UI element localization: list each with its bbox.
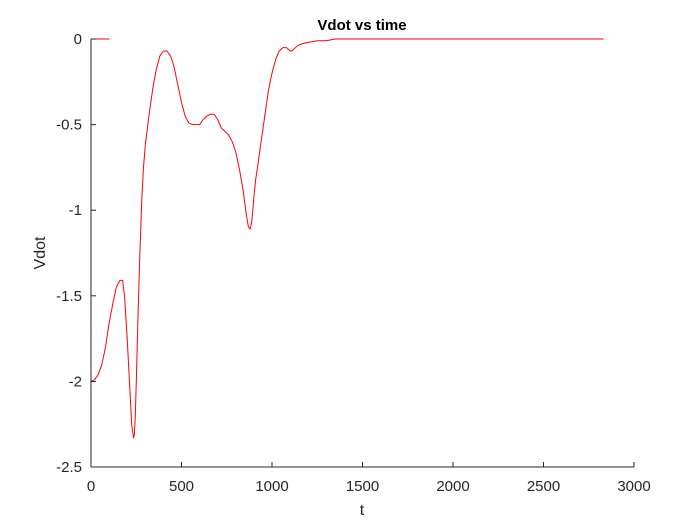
x-tick-label: 2000 (436, 478, 469, 495)
y-tick-label: -2.5 (56, 459, 82, 476)
x-tick-label: 500 (169, 478, 194, 495)
axes-layer: 0 500 1000 1500 2000 2500 3000 -2.5 -2 -1.5 -1 -0.5… (56, 31, 651, 495)
x-tick-label: 1500 (346, 478, 379, 495)
chart-title: Vdot vs time (317, 17, 406, 34)
y-tick-label: -0.5 (56, 117, 82, 134)
y-tick-label: 0 (74, 31, 82, 48)
plot-area-background (91, 39, 634, 467)
x-tick-label: 3000 (617, 478, 650, 495)
x-tick-label: 1000 (255, 478, 288, 495)
x-axis-label: t (360, 502, 365, 519)
y-tick-label: -2 (69, 373, 82, 390)
y-tick-label: -1.5 (56, 288, 82, 305)
y-axis-label: Vdot (32, 236, 49, 269)
series-line-1 (90, 38, 604, 439)
y-tick-label: -1 (69, 202, 82, 219)
x-tick-label: 0 (87, 478, 95, 495)
x-tick-label: 2500 (527, 478, 560, 495)
